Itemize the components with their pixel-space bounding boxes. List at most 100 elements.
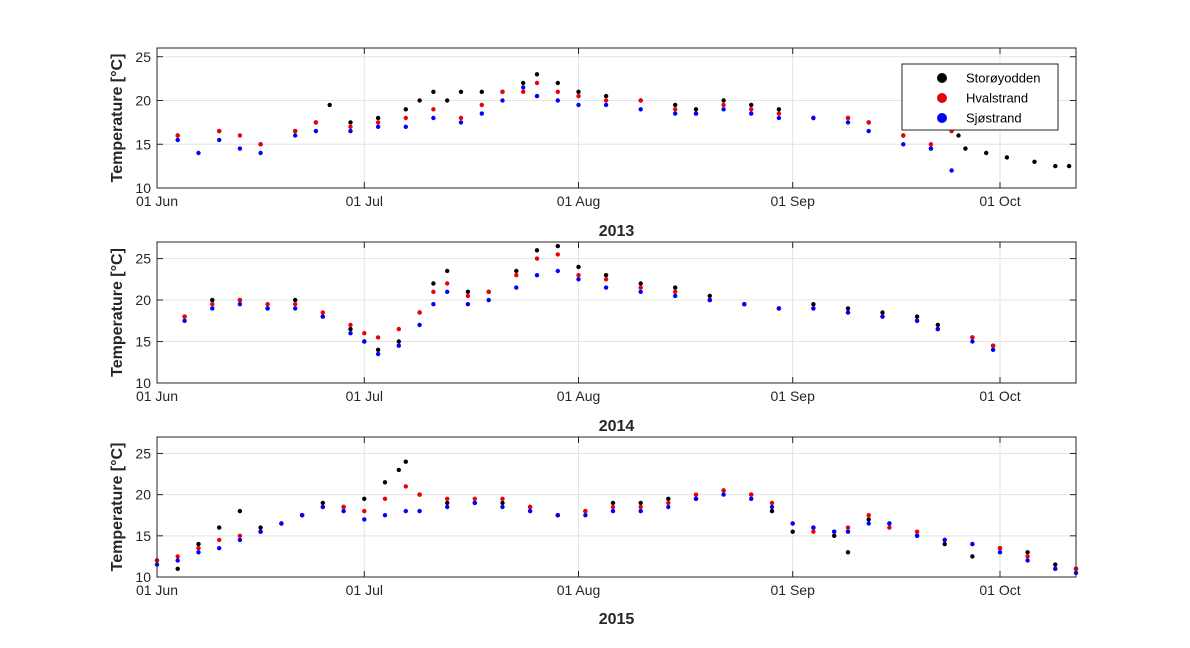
data-point	[1025, 554, 1030, 559]
data-point	[534, 273, 540, 278]
data-point	[866, 128, 871, 134]
legend-entry-label: Hvalstrand	[966, 91, 1028, 106]
data-point	[970, 335, 975, 340]
data-point	[320, 500, 325, 506]
data-point	[465, 302, 471, 307]
data-point	[500, 500, 505, 506]
data-point	[293, 302, 298, 307]
x-tick-label: 01 Jul	[346, 193, 383, 209]
data-point	[417, 98, 422, 103]
y-tick-label: 25	[135, 49, 151, 65]
data-point	[320, 310, 325, 315]
data-point	[1053, 566, 1058, 571]
data-point	[769, 508, 775, 514]
data-point	[445, 268, 450, 274]
y-tick-label: 20	[135, 487, 151, 503]
data-point	[465, 293, 471, 299]
data-point	[555, 98, 560, 103]
data-point	[196, 541, 201, 547]
data-point	[382, 496, 388, 501]
data-point	[362, 339, 367, 344]
data-point	[445, 500, 450, 506]
data-point	[880, 314, 885, 319]
data-point	[845, 115, 851, 121]
data-point	[603, 98, 609, 103]
data-point	[175, 133, 180, 138]
data-point	[479, 111, 484, 116]
x-tick-label: 01 Sep	[771, 193, 816, 209]
series-sjostrand	[182, 268, 996, 357]
data-point	[721, 98, 726, 103]
data-point	[811, 529, 816, 534]
data-point	[693, 107, 699, 112]
data-point	[776, 107, 782, 112]
y-axis-label: Temperature [°C]	[109, 248, 126, 377]
data-point	[749, 111, 754, 116]
data-point	[914, 533, 920, 538]
data-point	[362, 331, 367, 336]
data-point	[534, 80, 540, 86]
data-point	[217, 137, 222, 143]
data-point	[382, 480, 388, 485]
x-axis-label: 2015	[599, 611, 635, 628]
data-point	[431, 281, 436, 286]
data-point	[445, 289, 450, 294]
data-point	[175, 566, 180, 571]
data-point	[845, 306, 851, 311]
data-point	[956, 133, 961, 138]
data-point	[521, 89, 526, 95]
data-point	[403, 115, 408, 121]
axes-box	[156, 241, 1077, 384]
data-point	[362, 508, 367, 514]
data-point	[997, 550, 1003, 555]
data-point	[472, 496, 477, 501]
data-point	[555, 252, 560, 257]
data-point	[673, 289, 678, 294]
data-point	[375, 335, 381, 340]
data-point	[776, 111, 782, 116]
data-point	[749, 107, 754, 112]
data-point	[313, 128, 319, 134]
data-point	[348, 124, 353, 129]
data-point	[375, 351, 381, 357]
data-point	[527, 508, 533, 514]
x-axis-label: 2013	[599, 223, 635, 240]
data-point	[527, 504, 533, 510]
data-point	[555, 513, 560, 518]
data-point	[673, 107, 678, 112]
data-point	[811, 115, 816, 121]
data-point	[673, 102, 678, 108]
y-tick-label: 20	[135, 292, 151, 308]
data-point	[673, 293, 678, 299]
data-point	[521, 80, 526, 86]
data-point	[928, 142, 934, 147]
data-point	[693, 496, 699, 501]
data-point	[403, 459, 408, 464]
data-point	[707, 297, 712, 303]
data-point	[673, 111, 678, 116]
data-point	[707, 293, 712, 299]
data-point	[237, 533, 243, 538]
data-point	[984, 150, 989, 156]
data-point	[258, 525, 263, 530]
x-tick-label: 01 Sep	[771, 388, 816, 404]
axes-box	[156, 47, 1077, 189]
series-sjostrand	[154, 492, 1079, 576]
data-point	[610, 504, 616, 510]
data-point	[210, 297, 215, 303]
data-point	[382, 513, 388, 518]
data-point	[375, 120, 381, 125]
data-point	[845, 525, 851, 530]
data-point	[431, 115, 436, 121]
data-point	[258, 142, 263, 147]
data-point	[769, 500, 775, 506]
data-point	[313, 120, 319, 125]
x-tick-label: 01 Jun	[136, 193, 178, 209]
data-point	[603, 273, 609, 278]
data-point	[514, 268, 519, 274]
y-axis-label: Temperature [°C]	[109, 54, 126, 183]
data-point	[175, 558, 180, 563]
data-point	[500, 98, 505, 103]
data-point	[258, 529, 263, 534]
data-point	[583, 513, 588, 518]
